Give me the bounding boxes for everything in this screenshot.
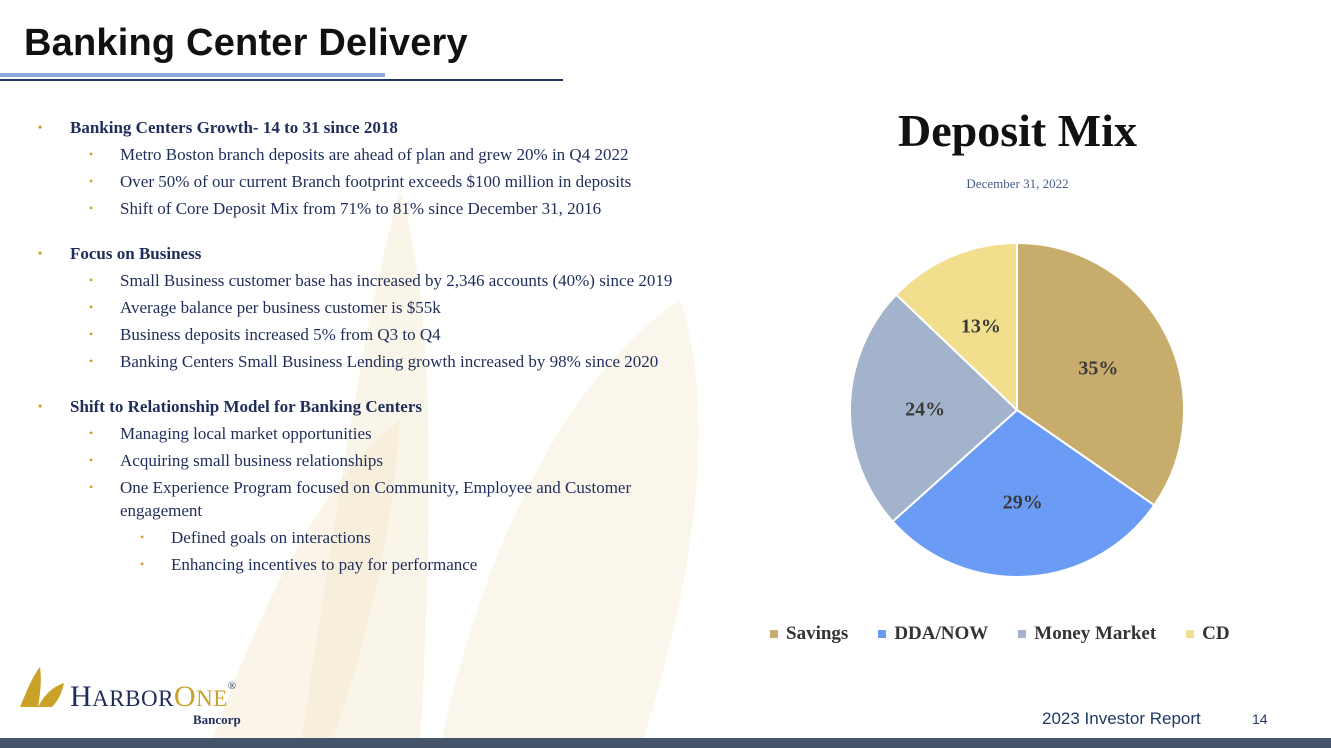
legend-item: CD [1186, 623, 1230, 645]
bullet-item-text: Shift of Core Deposit Mix from 71% to 81… [120, 199, 602, 218]
bottom-bar [0, 738, 1331, 748]
legend-swatch [878, 630, 887, 638]
legend-swatch [1186, 630, 1195, 638]
bullet-heading: • Focus on Business [34, 242, 734, 265]
legend-item: DDA/NOW [878, 623, 988, 645]
footer-report-label: 2023 Investor Report [1042, 709, 1201, 728]
bullet-heading-text: Focus on Business [70, 244, 202, 263]
bullet-dot-icon: • [89, 480, 94, 494]
legend-label: Money Market [1034, 623, 1157, 644]
bullet-item: • Banking Centers Small Business Lending … [34, 350, 734, 373]
page-number: 14 [1252, 711, 1268, 727]
chart-legend: Savings DDA/NOW Money Market CD [770, 623, 1230, 645]
bullet-item-text: Acquiring small business relationships [120, 451, 384, 470]
bullet-item-text: Average balance per business customer is… [120, 298, 441, 317]
bullet-list: • Banking Centers Growth- 14 to 31 since … [34, 116, 734, 598]
bullet-item: • One Experience Program focused on Commu… [34, 476, 734, 522]
title-underline [0, 79, 563, 81]
bullet-item: • Acquiring small business relationships [34, 449, 734, 472]
harborone-sail-icon [20, 667, 64, 707]
bullet-dot-icon: • [89, 201, 94, 215]
bullet-heading: • Banking Centers Growth- 14 to 31 since … [34, 116, 734, 139]
pie-slice-money-market [849, 293, 1019, 523]
bullet-item: • Metro Boston branch deposits are ahead … [34, 143, 734, 166]
bullet-item: • Over 50% of our current Branch footprin… [34, 170, 734, 193]
pie-data-label: 29% [1003, 492, 1043, 514]
harborone-wordmark: HARBORONE® [70, 680, 237, 713]
legend-label: CD [1202, 623, 1230, 644]
bullet-item-text: One Experience Program focused on Commun… [120, 478, 632, 520]
bullet-item-text: Banking Centers Small Business Lending g… [120, 352, 659, 371]
title-underline-accent [0, 73, 385, 77]
bullet-subitem-text: Defined goals on interactions [171, 528, 371, 547]
pie-chart: 35% 29% 24% 13% [849, 241, 1185, 578]
page-title: Banking Center Delivery [24, 22, 468, 64]
bullet-item: • Average balance per business customer i… [34, 296, 734, 319]
bullet-item-text: Managing local market opportunities [120, 424, 372, 443]
bullet-dot-icon: • [38, 120, 43, 134]
bullet-subitem: • Defined goals on interactions [34, 526, 734, 549]
pie-slice-cd [894, 241, 1018, 413]
legend-item: Money Market [1018, 623, 1156, 645]
bullet-dot-icon: • [140, 530, 145, 544]
bullet-dot-icon: • [89, 273, 94, 287]
bullet-dot-icon: • [89, 147, 94, 161]
legend-swatch [770, 630, 778, 638]
bullet-dot-icon: • [89, 300, 94, 314]
bullet-heading: • Shift to Relationship Model for Banking… [34, 395, 734, 418]
bullet-item: • Business deposits increased 5% from Q3 … [34, 323, 734, 346]
bullet-heading-text: Shift to Relationship Model for Banking … [70, 397, 422, 416]
bullet-dot-icon: • [89, 453, 94, 467]
bullet-item-text: Over 50% of our current Branch footprint… [120, 172, 632, 191]
bullet-heading-text: Banking Centers Growth- 14 to 31 since 2… [70, 118, 398, 137]
bullet-dot-icon: • [89, 426, 94, 440]
chart-subtitle: December 31, 2022 [966, 176, 1069, 191]
bullet-item-text: Business deposits increased 5% from Q3 t… [120, 325, 441, 344]
bullet-subitem-text: Enhancing incentives to pay for performa… [171, 555, 478, 574]
legend-label: DDA/NOW [894, 623, 989, 644]
bullet-subitem: • Enhancing incentives to pay for perform… [34, 553, 734, 576]
legend-item: Savings [770, 623, 848, 645]
pie-slice-savings [1016, 241, 1185, 507]
bancorp-label: Bancorp [193, 712, 241, 727]
bullet-item: • Shift of Core Deposit Mix from 71% to 8… [34, 197, 734, 220]
pie-data-label: 35% [1078, 357, 1118, 379]
bullet-dot-icon: • [38, 399, 43, 413]
bullet-group-business: • Focus on Business • Small Business custo… [34, 242, 734, 373]
bullet-item: • Small Business customer base has increa… [34, 269, 734, 292]
bullet-group-relationship: • Shift to Relationship Model for Banking… [34, 395, 734, 576]
pie-data-label: 24% [905, 399, 945, 421]
bullet-item: • Managing local market opportunities [34, 422, 734, 445]
legend-swatch [1018, 630, 1027, 638]
pie-slice-dda-now [891, 408, 1156, 578]
bullet-dot-icon: • [38, 246, 43, 260]
chart-title: Deposit Mix [898, 105, 1137, 156]
legend-label: Savings [786, 623, 849, 644]
bullet-group-growth: • Banking Centers Growth- 14 to 31 since … [34, 116, 734, 220]
bullet-item-text: Metro Boston branch deposits are ahead o… [120, 145, 629, 164]
bullet-dot-icon: • [140, 557, 145, 571]
bullet-item-text: Small Business customer base has increas… [120, 271, 673, 290]
bullet-dot-icon: • [89, 174, 94, 188]
pie-data-label: 13% [961, 316, 1001, 338]
bullet-dot-icon: • [89, 327, 94, 341]
bullet-dot-icon: • [89, 354, 94, 368]
